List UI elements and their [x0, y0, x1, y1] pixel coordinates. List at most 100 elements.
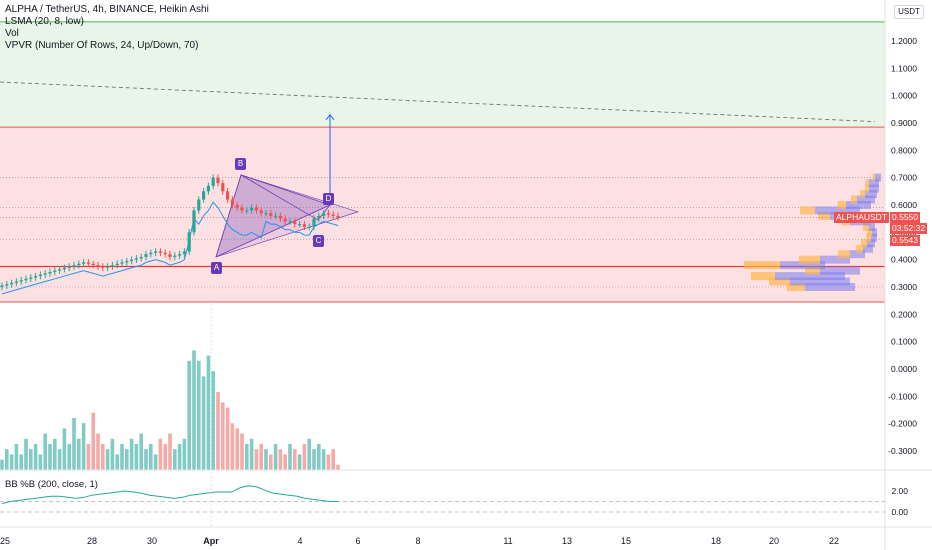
- vpvr-indicator-label[interactable]: VPVR (Number Of Rows, 24, Up/Down, 70): [5, 40, 199, 51]
- candle: [187, 232, 191, 252]
- volume-bar: [96, 433, 100, 470]
- volume-bar: [249, 438, 254, 470]
- volume-bar: [38, 454, 43, 470]
- vpvr-down-bar: [775, 272, 845, 281]
- time-axis-label: 4: [297, 536, 302, 546]
- volume-bar: [72, 418, 76, 470]
- vpvr-down-bar: [865, 190, 877, 199]
- candle: [158, 251, 162, 253]
- candle: [48, 271, 52, 274]
- vpvr-up-bar: [866, 233, 871, 242]
- volume-bar: [312, 449, 316, 470]
- volume-bar: [225, 407, 230, 470]
- price-axis-label: 0.6000: [891, 200, 917, 210]
- volume-bar: [230, 423, 235, 470]
- vpvr-up-bar: [744, 261, 780, 270]
- candle: [86, 262, 90, 264]
- pattern-point-d[interactable]: D: [323, 193, 334, 205]
- time-axis-label: 20: [769, 536, 779, 546]
- volume-bar: [264, 449, 268, 470]
- lsma-indicator-label[interactable]: LSMA (20, 8, low): [5, 16, 84, 27]
- currency-button[interactable]: USDT: [894, 5, 924, 19]
- candle: [302, 224, 306, 227]
- pattern-point-c[interactable]: C: [313, 235, 324, 247]
- candle: [278, 215, 282, 219]
- candle: [144, 254, 148, 257]
- vpvr-up-bar: [855, 244, 863, 253]
- volume-bar: [221, 402, 225, 470]
- candle: [307, 226, 311, 228]
- volume-bar: [240, 433, 244, 470]
- candle: [211, 177, 215, 186]
- price-axis-label: 0.2000: [891, 309, 917, 319]
- volume-bar: [48, 444, 52, 470]
- volume-bar: [67, 444, 71, 470]
- volume-bar: [57, 449, 62, 470]
- candle: [29, 277, 33, 279]
- candle: [269, 213, 273, 216]
- pattern-point-a[interactable]: A: [211, 262, 222, 274]
- volume-bar: [273, 444, 278, 470]
- candle: [326, 213, 330, 215]
- volume-bar: [86, 444, 91, 470]
- candle: [173, 255, 177, 257]
- candle: [115, 263, 119, 266]
- bb-line: [1, 485, 339, 505]
- candle: [283, 218, 287, 222]
- candle: [298, 224, 302, 226]
- volume-bar: [211, 371, 215, 470]
- volume-bar: [326, 454, 331, 470]
- volume-bar: [125, 449, 129, 470]
- vpvr-down-bar: [872, 228, 877, 237]
- price-axis-label: 0.4000: [891, 255, 917, 265]
- chart-legend: ALPHA / TetherUS, 4h, BINANCE, Heikin As…: [5, 4, 209, 52]
- candle: [163, 252, 167, 255]
- volume-bar: [187, 360, 191, 470]
- time-axis-label: 28: [87, 536, 97, 546]
- candle: [240, 207, 244, 211]
- volume-bar: [62, 428, 67, 470]
- price-axis-label: 0.3000: [891, 282, 917, 292]
- candle: [5, 284, 9, 286]
- candle: [0, 285, 4, 287]
- candle: [293, 221, 297, 225]
- pattern-point-b[interactable]: B: [235, 158, 246, 170]
- candle: [101, 266, 105, 268]
- candle: [10, 282, 14, 285]
- candle: [96, 265, 100, 267]
- bb-indicator-label[interactable]: BB %B (200, close, 1): [5, 479, 98, 490]
- volume-indicator-label[interactable]: Vol: [5, 28, 19, 39]
- bb-axis-label: 0.00: [891, 507, 908, 517]
- vpvr-up-bar: [799, 255, 820, 264]
- volume-bar: [14, 444, 19, 470]
- vpvr-up-bar: [787, 283, 805, 291]
- volume-bar: [321, 449, 326, 470]
- vpvr-up-bar: [805, 266, 820, 275]
- candle: [91, 263, 95, 266]
- volume-bar: [182, 438, 187, 470]
- volume-bar: [297, 454, 302, 470]
- symbol-title[interactable]: ALPHA / TetherUS, 4h, BINANCE, Heikin As…: [5, 4, 209, 15]
- volume-bar: [317, 444, 321, 470]
- volume-bar: [206, 355, 211, 470]
- volume-bar: [0, 459, 4, 470]
- candle: [312, 218, 316, 227]
- candle: [216, 177, 220, 184]
- volume-bar: [5, 449, 9, 470]
- time-axis-label: 22: [829, 536, 839, 546]
- vpvr-down-bar: [869, 179, 879, 188]
- candle: [264, 213, 268, 215]
- volume-bar: [293, 449, 297, 470]
- volume-bar: [283, 454, 287, 470]
- volume-bar: [105, 449, 110, 470]
- vpvr-up-bar: [860, 190, 865, 199]
- candle: [43, 273, 47, 275]
- time-axis-label: 25: [0, 536, 10, 546]
- vpvr-up-bar: [861, 239, 867, 248]
- vpvr-down-bar: [815, 206, 860, 215]
- volume-bar: [197, 360, 201, 470]
- vpvr-up-bar: [863, 222, 869, 231]
- candle: [226, 191, 230, 200]
- price-axis-label: 1.0000: [891, 91, 917, 101]
